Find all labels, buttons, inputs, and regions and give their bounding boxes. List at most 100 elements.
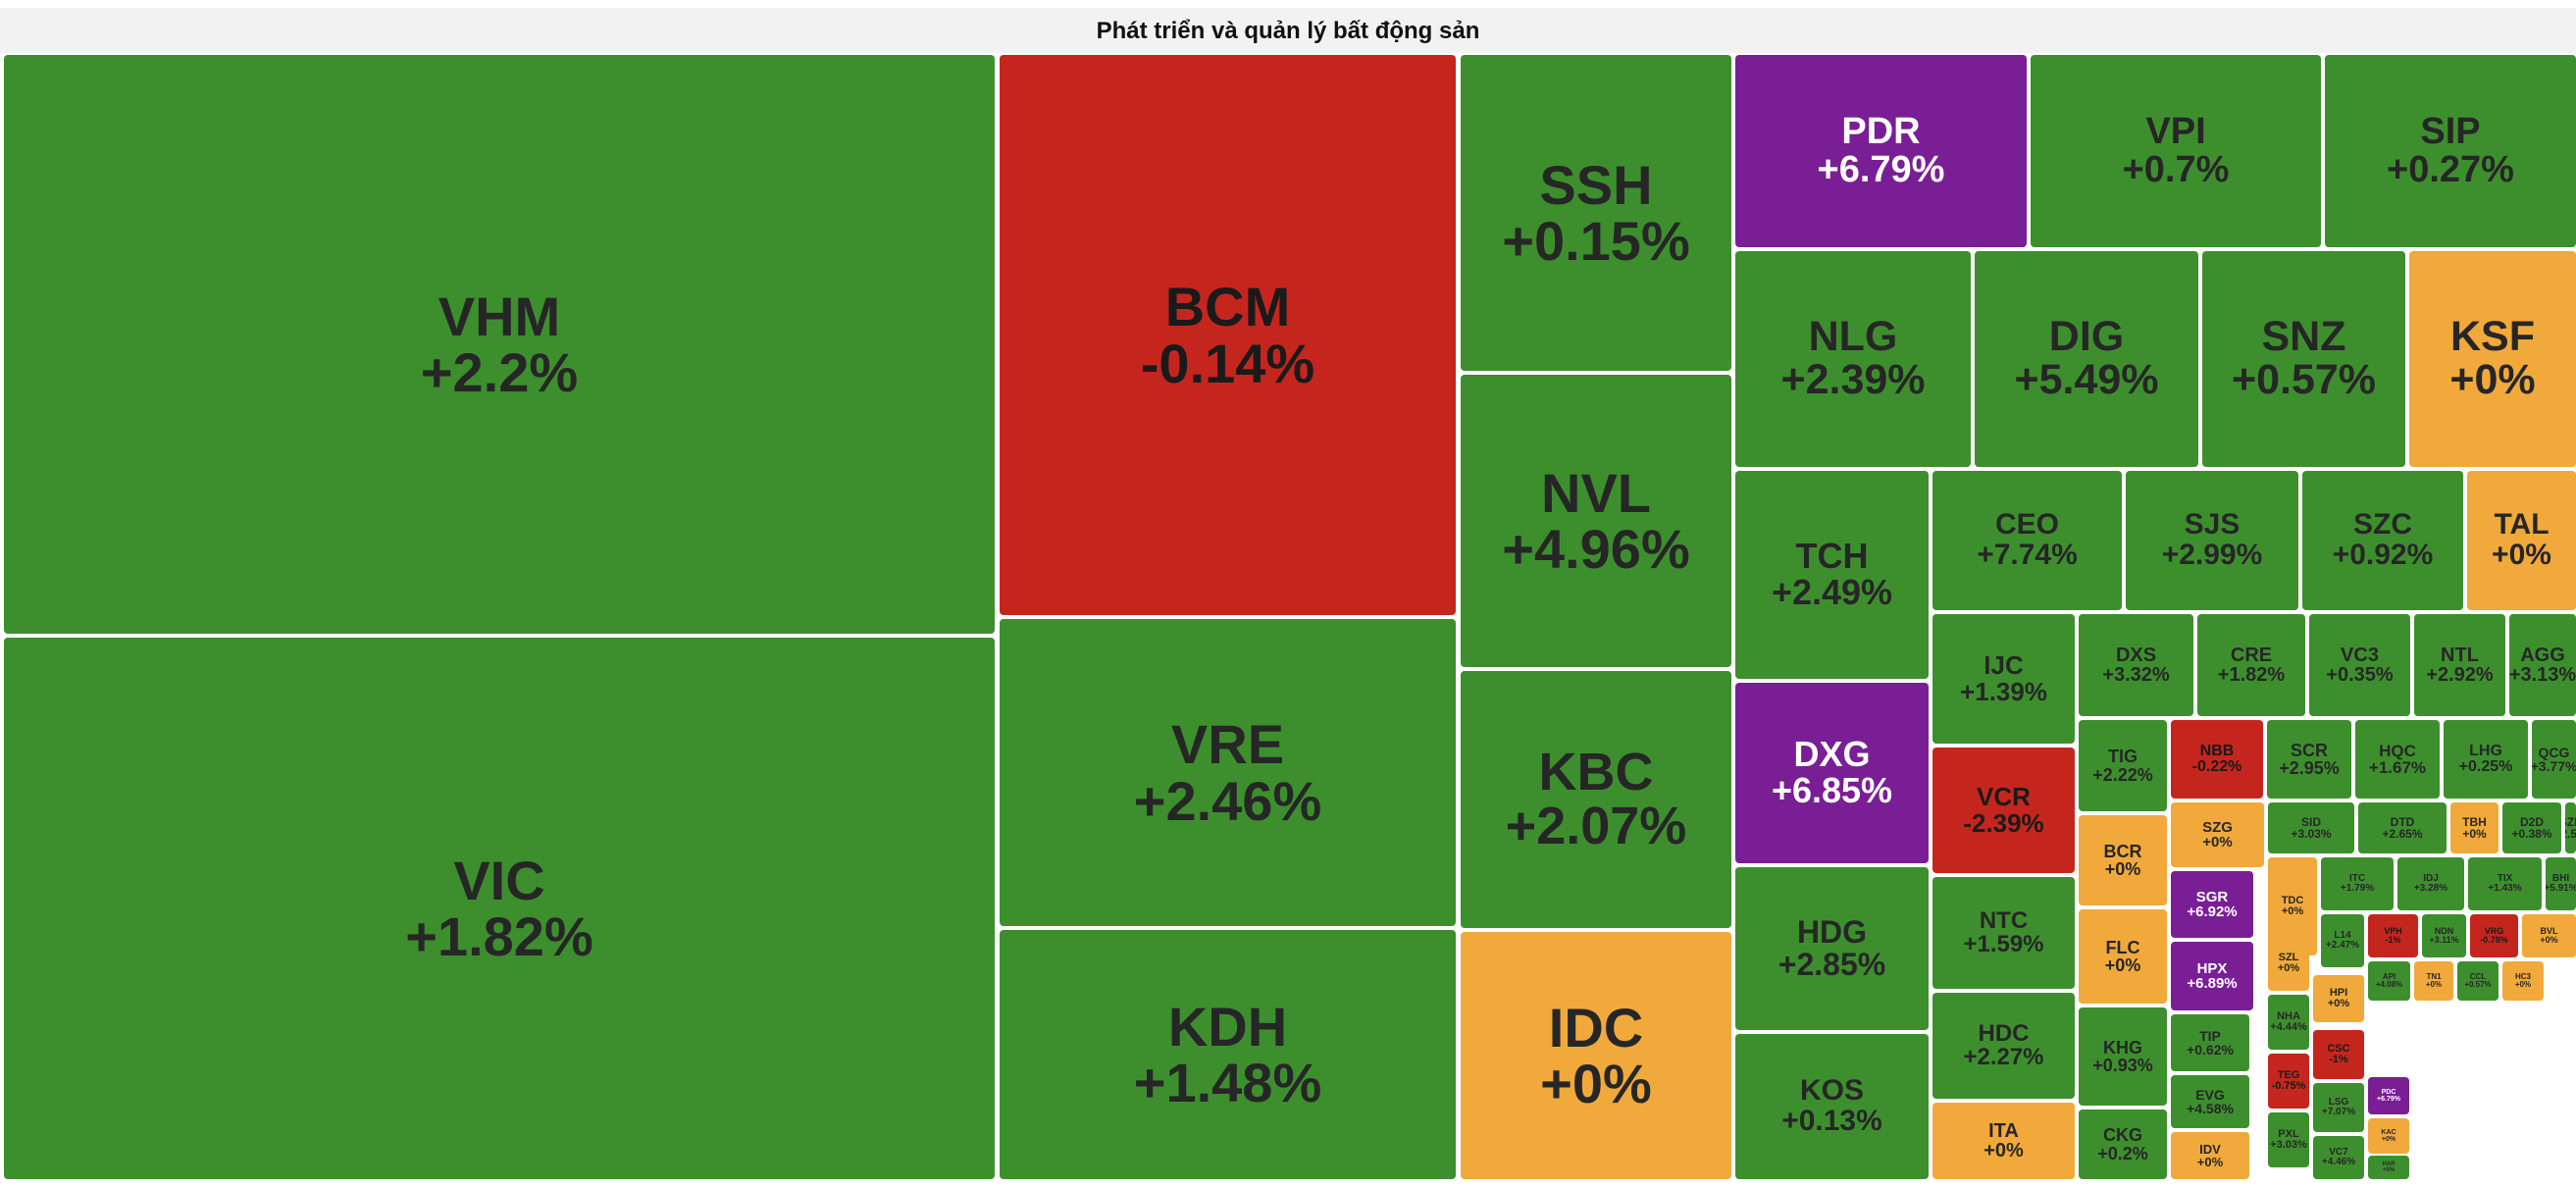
tile-ijc[interactable]: IJC +1.39% (1932, 614, 2075, 744)
tile-dxs[interactable]: DXS +3.32% (2079, 614, 2193, 716)
tile-symbol: NBB (2199, 742, 2235, 759)
tile-ceo[interactable]: CEO +7.74% (1932, 471, 2122, 610)
tile-symbol: API (2382, 971, 2396, 981)
tile-nvl[interactable]: NVL +4.96% (1461, 375, 1731, 667)
tile-symbol: CRE (2230, 644, 2273, 666)
tile-change: +5.91% (2546, 883, 2576, 894)
tile-sid[interactable]: SID +3.03% (2268, 802, 2354, 853)
tile-vph[interactable]: VPH -1% (2368, 914, 2418, 957)
tile-symbol: TCH (1795, 536, 1869, 577)
tile-vrg[interactable]: VRG -0.78% (2470, 914, 2518, 957)
tile-sjs[interactable]: SJS +2.99% (2126, 471, 2298, 610)
tile-szg[interactable]: SZG +0% (2171, 802, 2264, 867)
tile-agg[interactable]: AGG +3.13% (2509, 614, 2576, 716)
tile-scr[interactable]: SCR +2.95% (2267, 720, 2351, 799)
tile-change: +7.74% (1977, 539, 2078, 571)
tile-kos[interactable]: KOS +0.13% (1735, 1034, 1929, 1179)
tile-hqc[interactable]: HQC +1.67% (2355, 720, 2440, 799)
tile-nha[interactable]: NHA +4.44% (2268, 995, 2309, 1050)
tile-ntc[interactable]: NTC +1.59% (1932, 877, 2075, 989)
tile-idc[interactable]: IDC +0% (1461, 932, 1731, 1179)
tile-ita[interactable]: ITA +0% (1932, 1103, 2075, 1179)
tile-ckg[interactable]: CKG +0.2% (2079, 1110, 2167, 1179)
tile-tal[interactable]: TAL +0% (2467, 471, 2576, 610)
tile-symbol: L14 (2334, 929, 2351, 941)
tile-vc3[interactable]: VC3 +0.35% (2309, 614, 2410, 716)
tile-bcr[interactable]: BCR +0% (2079, 815, 2167, 905)
tile-symbol: VPI (2145, 111, 2206, 153)
tile-lsg[interactable]: LSG +7.07% (2313, 1083, 2364, 1132)
tile-szl[interactable]: SZL +0% (2268, 936, 2309, 991)
tile-symbol: VCR (1977, 782, 2031, 812)
tile-khg[interactable]: KHG +0.93% (2079, 1007, 2167, 1106)
tile-bcm[interactable]: BCM -0.14% (1000, 55, 1456, 615)
tile-dxg[interactable]: DXG +6.85% (1735, 683, 1929, 863)
tile-tip[interactable]: TIP +0.62% (2171, 1014, 2249, 1071)
tile-szc[interactable]: SZC +0.92% (2302, 471, 2463, 610)
tile-sip[interactable]: SIP +0.27% (2325, 55, 2576, 247)
tile-change: +3.13% (2509, 664, 2576, 686)
tile-tix[interactable]: TIX +1.43% (2468, 857, 2542, 910)
tile-change: +6.89% (2187, 975, 2238, 992)
tile-ntl[interactable]: NTL +2.92% (2414, 614, 2505, 716)
tile-cre[interactable]: CRE +1.82% (2197, 614, 2305, 716)
tile-hdg[interactable]: HDG +2.85% (1735, 867, 1929, 1030)
tile-hc3[interactable]: HC3 +0% (2502, 961, 2544, 1001)
tile-vpi[interactable]: VPI +0.7% (2031, 55, 2321, 247)
tile-itc[interactable]: ITC +1.79% (2321, 857, 2394, 910)
tile-d2d[interactable]: D2D +0.38% (2502, 802, 2561, 853)
tile-flc[interactable]: FLC +0% (2079, 909, 2167, 1004)
tile-vre[interactable]: VRE +2.46% (1000, 619, 1456, 926)
tile-kac[interactable]: KAC +0% (2368, 1118, 2409, 1154)
tile-vhm[interactable]: VHM +2.2% (4, 55, 995, 634)
tile-change: +3.32% (2102, 664, 2170, 686)
tile-hpi[interactable]: HPI +0% (2313, 975, 2364, 1022)
tile-sgr[interactable]: SGR +6.92% (2171, 871, 2253, 938)
tile-teg[interactable]: TEG -0.75% (2268, 1054, 2309, 1109)
tile-pdc[interactable]: PDC +6.79% (2368, 1077, 2409, 1114)
tile-pxl[interactable]: PXL +3.03% (2268, 1112, 2309, 1167)
tile-bhi[interactable]: BHI +5.91% (2546, 857, 2576, 910)
tile-tig[interactable]: TIG +2.22% (2079, 720, 2167, 811)
tile-symbol: TBH (2462, 814, 2487, 829)
tile-kdh[interactable]: KDH +1.48% (1000, 930, 1456, 1179)
tile-vcr[interactable]: VCR -2.39% (1932, 748, 2075, 873)
tile-nbb[interactable]: NBB -0.22% (2171, 720, 2263, 799)
tile-change: +0% (2202, 834, 2233, 851)
tile-vc7[interactable]: VC7 +4.46% (2313, 1136, 2364, 1179)
tile-tch[interactable]: TCH +2.49% (1735, 471, 1929, 679)
tile-vic[interactable]: VIC +1.82% (4, 638, 995, 1179)
tile-kbc[interactable]: KBC +2.07% (1461, 671, 1731, 928)
tile-idv[interactable]: IDV +0% (2171, 1132, 2249, 1179)
tile-sze[interactable]: SZE+2.5% (2565, 802, 2576, 853)
tile-dig[interactable]: DIG +5.49% (1975, 251, 2198, 467)
tile-nlg[interactable]: NLG +2.39% (1735, 251, 1971, 467)
tile-change: +4.58% (2187, 1101, 2234, 1116)
tile-symbol: HDG (1796, 914, 1868, 951)
tile-symbol: SZL (2278, 951, 2299, 963)
tile-lhg[interactable]: LHG +0.25% (2444, 720, 2528, 799)
tile-ssh[interactable]: SSH +0.15% (1461, 55, 1731, 371)
tile-har[interactable]: HAR +0% (2368, 1156, 2409, 1179)
tile-dtd[interactable]: DTD +2.65% (2358, 802, 2447, 853)
tile-pdr[interactable]: PDR +6.79% (1735, 55, 2027, 247)
tile-change: -1% (2385, 935, 2401, 945)
tile-ndn[interactable]: NDN +3.11% (2422, 914, 2466, 957)
tile-api[interactable]: API +4.08% (2368, 961, 2410, 1001)
tile-tn1[interactable]: TN1 +0% (2414, 961, 2453, 1001)
tile-ksf[interactable]: KSF +0% (2409, 251, 2576, 467)
tile-symbol: LSG (2328, 1096, 2349, 1108)
tile-tbh[interactable]: TBH +0% (2450, 802, 2499, 853)
tile-ccl[interactable]: CCL +0.57% (2457, 961, 2499, 1001)
tile-csc[interactable]: CSC -1% (2313, 1030, 2364, 1079)
tile-l14[interactable]: L14 +2.47% (2321, 914, 2364, 967)
tile-hpx[interactable]: HPX +6.89% (2171, 942, 2253, 1010)
tile-evg[interactable]: EVG +4.58% (2171, 1075, 2249, 1128)
tile-snz[interactable]: SNZ +0.57% (2202, 251, 2405, 467)
tile-qcg[interactable]: QCG +3.77% (2532, 720, 2576, 799)
tile-idj[interactable]: IDJ +3.28% (2397, 857, 2464, 910)
tile-symbol: KBC (1538, 742, 1654, 801)
tile-bvl[interactable]: BVL +0% (2522, 914, 2576, 957)
tile-change: +4.44% (2270, 1021, 2307, 1033)
tile-hdc[interactable]: HDC +2.27% (1932, 993, 2075, 1099)
